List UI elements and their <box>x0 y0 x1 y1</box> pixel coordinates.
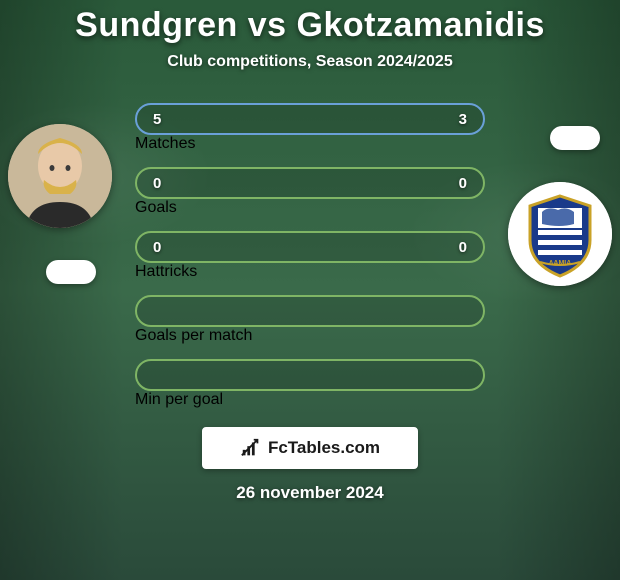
stat-row: Min per goal <box>135 359 485 409</box>
stat-row-pill <box>135 359 485 391</box>
stat-left-value: 0 <box>153 239 161 256</box>
stat-row-pill: 00 <box>135 231 485 263</box>
stat-label: Matches <box>135 135 195 152</box>
bar-chart-icon <box>240 437 262 459</box>
stat-right-value: 0 <box>459 239 467 256</box>
page-title: Sundgren vs Gkotzamanidis <box>75 6 545 45</box>
stat-row-pill <box>135 295 485 327</box>
team-badge-left <box>46 260 96 284</box>
person-icon <box>8 124 112 228</box>
source-logo-text: FcTables.com <box>268 438 380 458</box>
stat-row: 00Hattricks <box>135 231 485 281</box>
stat-row: Goals per match <box>135 295 485 345</box>
stat-label: Goals per match <box>135 327 252 344</box>
stat-label: Goals <box>135 199 177 216</box>
date-label: 26 november 2024 <box>236 483 383 503</box>
stat-row: 53Matches <box>135 103 485 153</box>
subtitle: Club competitions, Season 2024/2025 <box>167 53 452 71</box>
stat-label: Hattricks <box>135 263 197 280</box>
stat-label: Min per goal <box>135 391 223 408</box>
player-right-avatar: ΛΑΜΙΑ <box>508 182 612 286</box>
stat-left-value: 0 <box>153 175 161 192</box>
stat-right-value: 0 <box>459 175 467 192</box>
team-badge-right <box>550 126 600 150</box>
stat-row: 00Goals <box>135 167 485 217</box>
player-left-avatar <box>8 124 112 228</box>
stat-row-pill: 53 <box>135 103 485 135</box>
stat-right-value: 3 <box>459 111 467 128</box>
stat-row-pill: 00 <box>135 167 485 199</box>
content: Sundgren vs Gkotzamanidis Club competiti… <box>0 0 620 580</box>
stat-left-value: 5 <box>153 111 161 128</box>
svg-text:ΛΑΜΙΑ: ΛΑΜΙΑ <box>549 260 572 267</box>
stats-rows: 53Matches00Goals00HattricksGoals per mat… <box>135 103 485 409</box>
source-logo: FcTables.com <box>202 427 418 469</box>
club-crest-icon: ΛΑΜΙΑ <box>508 182 612 286</box>
